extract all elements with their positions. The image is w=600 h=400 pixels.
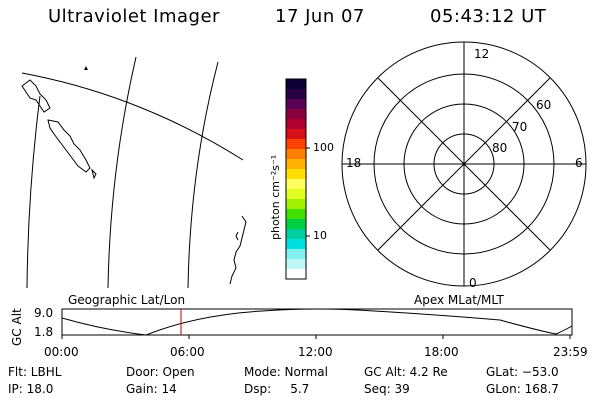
gain-readout: Gain: 14: [126, 382, 177, 396]
glon-readout: GLon: 168.7: [486, 382, 559, 396]
orbit-left-label: Geographic Lat/Lon: [68, 293, 186, 307]
orbit-x-tick-label: 12:00: [298, 345, 333, 359]
lat-label-80: 80: [492, 141, 508, 155]
colorbar-tick-label-100: 100: [313, 141, 334, 154]
colorbar-block: [286, 229, 306, 240]
orbit-x-tick-label: 06:00: [170, 345, 205, 359]
map-coastline: [235, 231, 239, 241]
filter-readout: Flt: LBHL: [8, 365, 62, 379]
seq-readout: Seq: 39: [364, 382, 410, 396]
colorbar-block: [286, 249, 306, 260]
ip-readout: IP: 18.0: [8, 382, 54, 396]
colorbar-block: [286, 169, 306, 180]
colorbar-block: [286, 139, 306, 150]
colorbar-block: [286, 129, 306, 140]
map-marker: [84, 66, 88, 70]
colorbar-block: [286, 149, 306, 160]
dsp-readout: Dsp: 5.7: [244, 382, 310, 396]
map-coastline: [47, 119, 91, 173]
map-coastline: [91, 168, 97, 180]
orbit-altitude-curve: [61, 308, 573, 336]
image-time: 05:43:12 UT: [430, 6, 547, 27]
colorbar-block: [286, 119, 306, 130]
polar-axis-diagonal: [377, 77, 551, 251]
map-latitude-line: [21, 72, 244, 161]
orbit-x-tick-label: 00:00: [44, 345, 79, 359]
instrument-title: Ultraviolet Imager: [48, 6, 220, 27]
colorbar-block: [286, 179, 306, 190]
map-longitude-line: [26, 95, 41, 289]
mlt-label-18: 18: [346, 156, 362, 170]
orbit-y-tick-max: 9.0: [34, 306, 54, 320]
map-coastline: [21, 79, 51, 113]
orbit-plot-frame: [61, 308, 573, 336]
colorbar-tick-label-10: 10: [313, 229, 327, 242]
colorbar-block: [286, 199, 306, 210]
colorbar-block: [286, 89, 306, 100]
colorbar-block: [286, 189, 306, 200]
lat-label-60: 60: [536, 98, 552, 112]
colorbar-block: [286, 109, 306, 120]
door-readout: Door: Open: [126, 365, 195, 379]
lat-label-70: 70: [512, 120, 528, 134]
image-date: 17 Jun 07: [275, 6, 365, 27]
mlt-label-6: 6: [575, 156, 583, 170]
colorbar-block: [286, 79, 306, 90]
orbit-right-label: Apex MLat/MLT: [414, 293, 504, 307]
orbit-x-tick-label: 23:59: [553, 345, 588, 359]
colorbar-block: [286, 209, 306, 220]
orbit-x-tick-label: 18:00: [424, 345, 459, 359]
colorbar-block: [286, 239, 306, 250]
mlt-label-12: 12: [474, 47, 490, 61]
colorbar-block: [286, 219, 306, 230]
colorbar-block: [286, 99, 306, 110]
map-coastline: [229, 215, 247, 285]
mlt-label-0: 0: [469, 276, 477, 290]
map-longitude-line: [107, 56, 137, 289]
mode-readout: Mode: Normal: [244, 365, 328, 379]
glat-readout: GLat: −53.0: [486, 365, 559, 379]
gc-alt-readout: GC Alt: 4.2 Re: [364, 365, 448, 379]
colorbar-block: [286, 159, 306, 170]
colorbar-block: [286, 269, 306, 280]
colorbar-block: [286, 259, 306, 270]
orbit-y-tick-min: 1.8: [34, 325, 54, 339]
map-longitude-line: [187, 61, 219, 289]
